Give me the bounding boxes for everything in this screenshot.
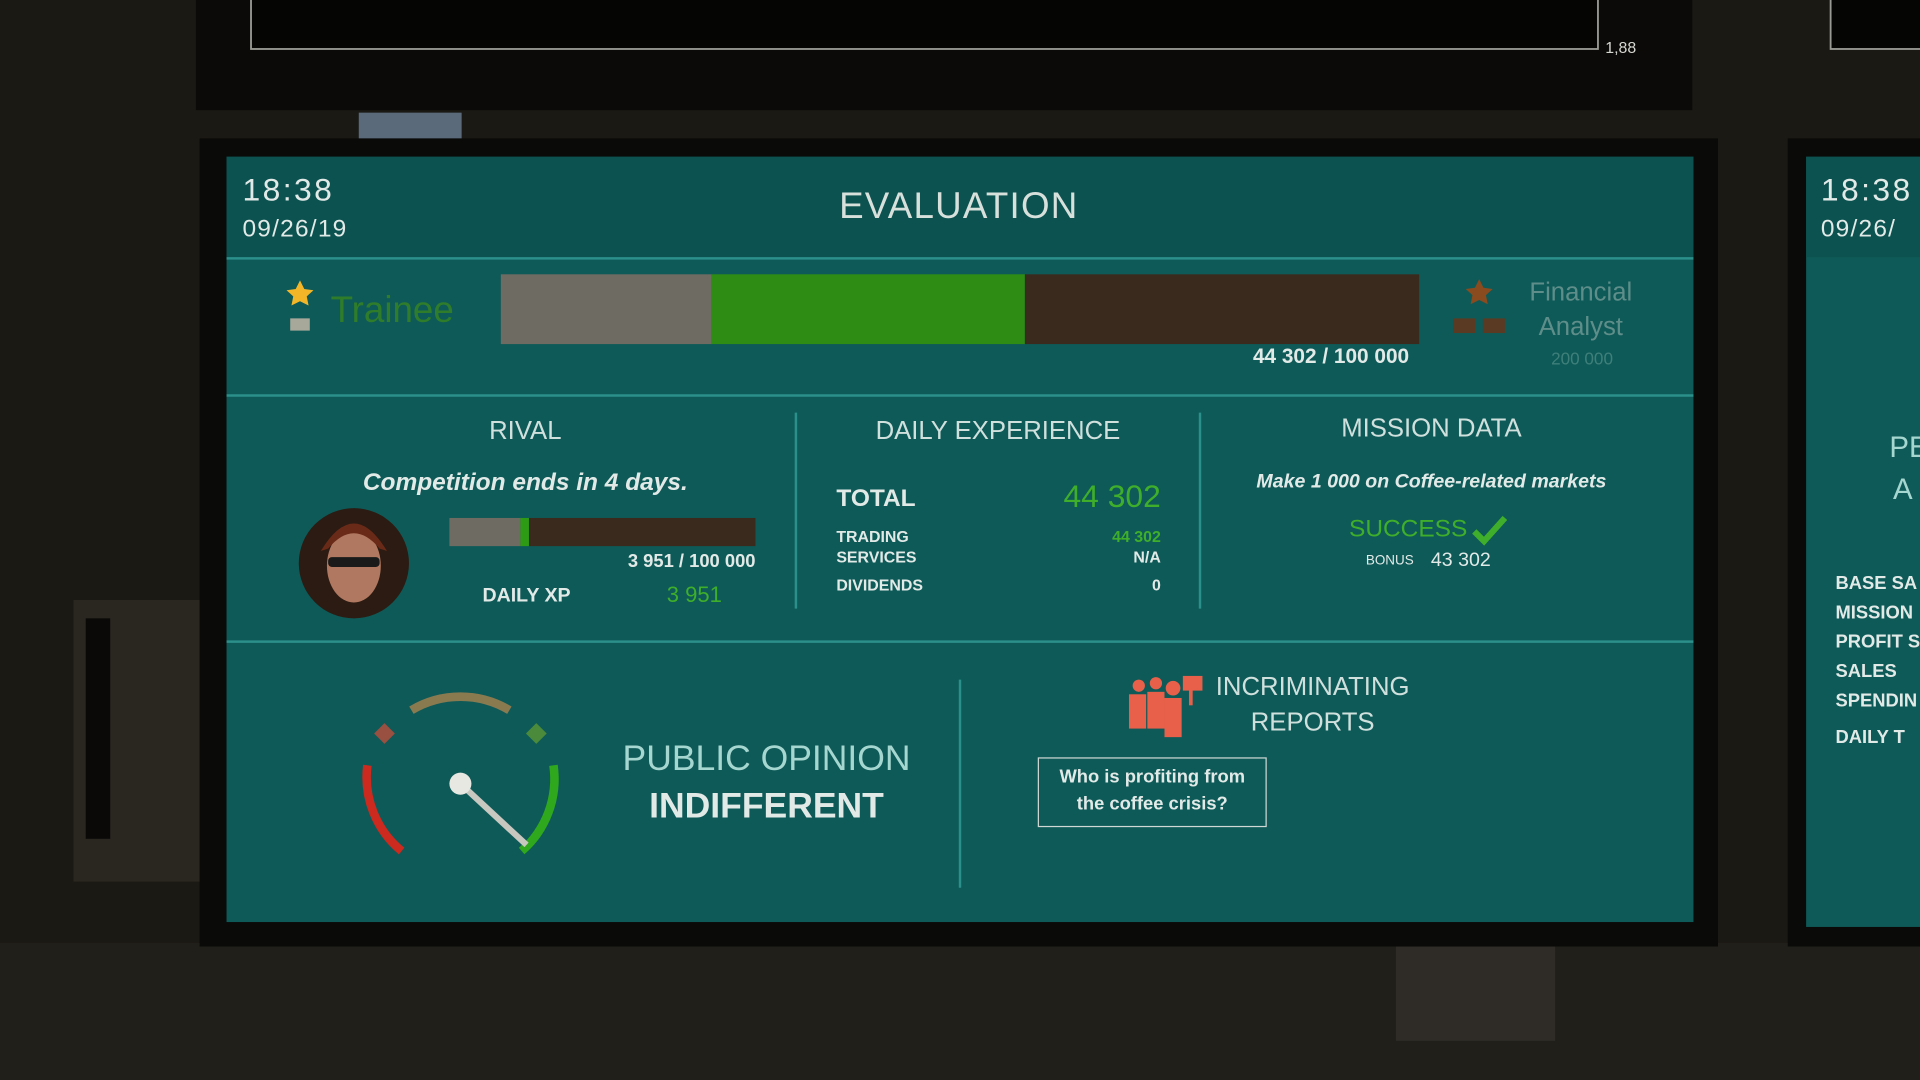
- bonus-label: BONUS: [1366, 552, 1414, 567]
- desk: [0, 942, 1920, 1080]
- section-title: MISSION DATA: [1341, 415, 1522, 443]
- report-headline[interactable]: Who is profiting from: [1059, 765, 1245, 786]
- side-date: 09/26/: [1821, 216, 1896, 243]
- next-rank-icon: [1482, 318, 1505, 334]
- gauge-arc: [518, 764, 559, 855]
- section-title: DAILY EXPERIENCE: [876, 417, 1121, 445]
- xp-row-label: DIVIDENDS: [836, 578, 923, 595]
- mission-status: SUCCESS: [1349, 516, 1467, 543]
- next-rank-requirement: 200 000: [1551, 349, 1613, 369]
- report-box[interactable]: [1037, 757, 1267, 828]
- rival-progress: 3 951 / 100 000: [628, 550, 756, 571]
- mug: [1395, 942, 1556, 1041]
- gauge-hub: [449, 772, 472, 795]
- time: 18:38: [242, 172, 334, 208]
- side-items: BASE SA MISSION PROFIT S SALES SPENDIN DAILY …: [1836, 572, 1920, 747]
- top-screen-right: [1829, 0, 1920, 50]
- report-headline[interactable]: the coffee crisis?: [1077, 792, 1228, 813]
- rival-bar-today: [520, 517, 529, 547]
- side-item: SALES: [1836, 660, 1897, 681]
- gauge: [362, 692, 559, 855]
- current-rank: Trainee: [331, 289, 454, 330]
- side-screen: [1806, 156, 1920, 927]
- side-heading: A: [1893, 473, 1913, 506]
- daily-xp: 3 951: [667, 582, 722, 607]
- protest-icon: [1128, 675, 1203, 738]
- rival-bar-previous: [449, 517, 521, 547]
- top-value: 1,88: [1605, 40, 1636, 57]
- opinion-state: INDIFFERENT: [649, 786, 884, 826]
- opinion-title: PUBLIC OPINION: [623, 738, 911, 778]
- rival-hair: [320, 523, 387, 552]
- rival-subtitle: Competition ends in 4 days.: [363, 469, 688, 496]
- total-label: TOTAL: [836, 485, 915, 512]
- section-title: RIVAL: [489, 417, 561, 445]
- date: 09/26/19: [242, 216, 347, 243]
- bonus-value: 43 302: [1431, 549, 1491, 571]
- xp-row-value: N/A: [1133, 550, 1161, 567]
- reports-title: INCRIMINATING: [1216, 673, 1410, 701]
- side-item: PROFIT S: [1836, 631, 1920, 652]
- xp-rows: TRADING 44 302 SERVICES N/A DIVIDENDS 0: [836, 529, 1161, 595]
- xp-row-label: SERVICES: [836, 550, 916, 567]
- gauge-arc: [362, 764, 405, 855]
- side-header: [1806, 156, 1920, 258]
- total-value: 44 302: [1063, 478, 1160, 514]
- mission-description: Make 1 000 on Coffee-related markets: [1256, 471, 1606, 493]
- next-rank: Analyst: [1539, 313, 1623, 341]
- xp-row-value: 44 302: [1112, 529, 1161, 546]
- rival-bar-remaining: [528, 517, 756, 547]
- gauge-needle: [458, 781, 529, 848]
- header-band: [226, 156, 1694, 258]
- next-rank: Financial: [1529, 279, 1632, 307]
- rival-glasses: [328, 557, 380, 567]
- xp-bar-remaining: [1024, 274, 1420, 345]
- xp-row-value: 0: [1152, 578, 1161, 595]
- side-time: 18:38: [1821, 172, 1913, 208]
- check-mark: [1472, 515, 1508, 546]
- top-screen: [250, 0, 1599, 50]
- daily-xp-label: DAILY XP: [482, 584, 570, 606]
- rank-icon: [290, 318, 310, 331]
- rank-star: [286, 280, 314, 306]
- xp-row-label: TRADING: [836, 529, 908, 546]
- side-item: MISSION: [1836, 601, 1914, 622]
- title: EVALUATION: [839, 185, 1078, 226]
- gauge-arc: [409, 692, 512, 714]
- side-item: BASE SA: [1836, 572, 1918, 593]
- xp-bar-today: [711, 274, 1025, 345]
- gauge-tick: [374, 723, 395, 744]
- wall-item: [358, 112, 462, 140]
- next-rank-icon: [1453, 318, 1476, 334]
- side-item: DAILY T: [1836, 726, 1906, 747]
- xp-progress: 44 302 / 100 000: [1253, 345, 1409, 368]
- xp-bar-previous: [500, 274, 712, 345]
- side-heading: PE: [1889, 431, 1920, 464]
- side-object-edge: [85, 618, 111, 839]
- reports-title: REPORTS: [1251, 708, 1375, 736]
- side-item: SPENDIN: [1836, 689, 1918, 710]
- next-rank-star: [1465, 279, 1493, 305]
